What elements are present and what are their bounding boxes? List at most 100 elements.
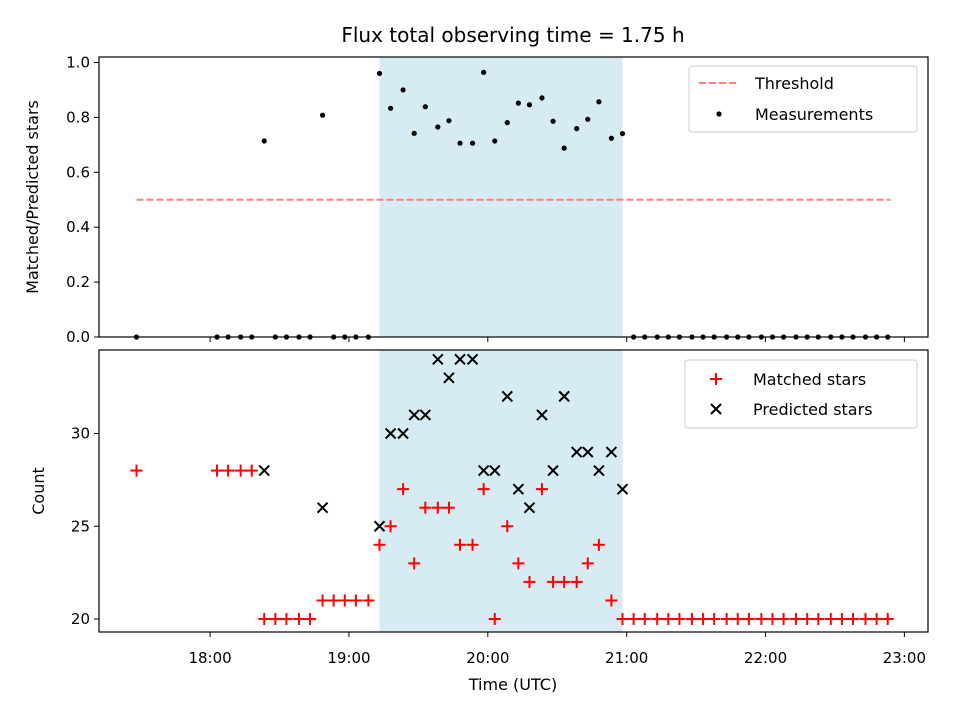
matched-stars-point	[755, 613, 768, 626]
matched-stars-point	[790, 613, 803, 626]
predicted-stars-point	[419, 409, 432, 421]
x-axis-label: Time (UTC)	[468, 675, 557, 694]
measurement-point	[515, 100, 521, 106]
legend-threshold-label: Threshold	[754, 74, 834, 93]
chart-title: Flux total observing time = 1.75 h	[341, 23, 684, 47]
matched-stars-point	[708, 613, 721, 626]
matched-stars-point	[592, 538, 605, 551]
matched-stars-point	[777, 613, 790, 626]
predicted-stars-point	[501, 390, 513, 403]
x-tick-label: 22:00	[744, 649, 787, 667]
measurement-point	[435, 124, 441, 130]
panel-counts-x-ticks: 18:00 19:00 20:00 21:00 22:00 23:00	[188, 632, 926, 667]
predicted-stars-point	[523, 501, 536, 514]
y-tick-label: 1.0	[66, 53, 90, 71]
x-tick-label: 18:00	[188, 649, 231, 667]
matched-stars-point	[327, 594, 340, 607]
measurement-point	[261, 138, 267, 144]
legend-predicted-swatch	[710, 403, 722, 415]
predicted-stars-point	[593, 464, 605, 477]
matched-stars-point	[258, 613, 271, 626]
matched-stars-point	[384, 520, 397, 533]
matched-stars-point	[349, 594, 362, 607]
predicted-stars-point	[477, 464, 490, 477]
matched-stars-point	[801, 613, 814, 626]
measurement-point	[469, 140, 476, 146]
measurement-point	[388, 105, 394, 111]
matched-stars-point	[627, 613, 640, 626]
predicted-stars-point	[384, 427, 397, 440]
panel-counts: 20 25 30 18:00 19:00 20:00 21:00 22:00 23:00 Co…	[29, 349, 929, 694]
matched-stars-point	[685, 613, 698, 626]
matched-stars-point	[558, 575, 571, 588]
y-tick-label: 0.8	[66, 108, 90, 126]
predicted-stars-point	[536, 409, 548, 421]
matched-stars-point	[651, 613, 664, 626]
matched-stars-point	[397, 483, 410, 496]
measurement-point	[550, 118, 556, 124]
y-tick-label: 0.0	[66, 328, 90, 346]
predicted-stars-point	[443, 372, 455, 384]
panel-counts-highlight-span	[379, 350, 623, 632]
matched-stars-point	[697, 613, 710, 626]
y-tick-label: 0.6	[66, 163, 90, 181]
y-tick-label: 0.4	[66, 218, 90, 236]
matched-stars-point	[234, 464, 247, 477]
matched-stars-point	[304, 613, 317, 626]
x-tick-label: 23:00	[883, 649, 926, 667]
measurement-point	[481, 69, 487, 75]
measurement-point	[492, 138, 498, 144]
panel-ratio-frame	[98, 56, 929, 338]
legend-box	[684, 359, 918, 429]
matched-stars-point	[535, 483, 548, 496]
matched-stars-point	[847, 613, 860, 626]
panel-counts-y-ticks: 20 25 30	[71, 424, 99, 628]
predicted-stars-point	[582, 446, 594, 458]
measurement-point	[504, 120, 510, 126]
matched-stars-point	[616, 613, 629, 626]
panel-ratio-highlight-span	[379, 57, 623, 337]
measurement-point	[585, 116, 591, 122]
measurement-point	[457, 140, 463, 146]
predicted-stars-point	[558, 390, 570, 403]
predicted-stars-point	[466, 353, 479, 365]
matched-stars-point	[720, 613, 733, 626]
predicted-stars-point	[570, 446, 583, 458]
legend-matched-swatch	[710, 373, 722, 385]
matched-stars-point	[431, 501, 444, 514]
x-tick-label: 21:00	[605, 649, 648, 667]
matched-stars-point	[881, 613, 894, 626]
matched-stars-point	[638, 613, 651, 626]
predicted-stars-point	[397, 427, 409, 440]
panel-counts-marks	[130, 353, 894, 626]
matched-stars-point	[731, 613, 744, 626]
panel-counts-y-axis-label: Count	[29, 467, 48, 515]
predicted-stars-point	[454, 353, 466, 365]
matched-stars-point	[523, 575, 536, 588]
legend-matched-label: Matched stars	[753, 370, 866, 389]
legend-measurements-label: Measurements	[755, 105, 873, 124]
matched-stars-point	[245, 464, 258, 477]
matched-stars-point	[570, 575, 583, 588]
panel-counts-frame	[98, 349, 929, 633]
matched-stars-point	[501, 520, 514, 533]
matched-stars-point	[280, 613, 293, 626]
legend-box	[688, 65, 918, 133]
predicted-stars-point	[512, 483, 525, 495]
matched-stars-point	[824, 613, 837, 626]
matched-stars-point	[859, 613, 872, 626]
matched-stars-point	[362, 594, 375, 607]
matched-stars-point	[466, 538, 479, 551]
predicted-stars-point	[258, 464, 270, 477]
matched-stars-point	[419, 501, 432, 514]
measurement-point	[561, 145, 567, 151]
matched-stars-point	[408, 557, 421, 570]
matched-stars-point	[316, 594, 329, 607]
y-tick-label: 20	[71, 610, 90, 628]
panel-ratio-y-axis-label: Matched/Predicted stars	[23, 100, 42, 294]
panel-ratio-y-ticks: 0.0 0.2 0.4 0.6 0.8 1.0	[66, 53, 99, 346]
measurement-point	[619, 130, 626, 137]
predicted-stars-point	[316, 501, 329, 514]
predicted-stars-point	[547, 464, 559, 477]
